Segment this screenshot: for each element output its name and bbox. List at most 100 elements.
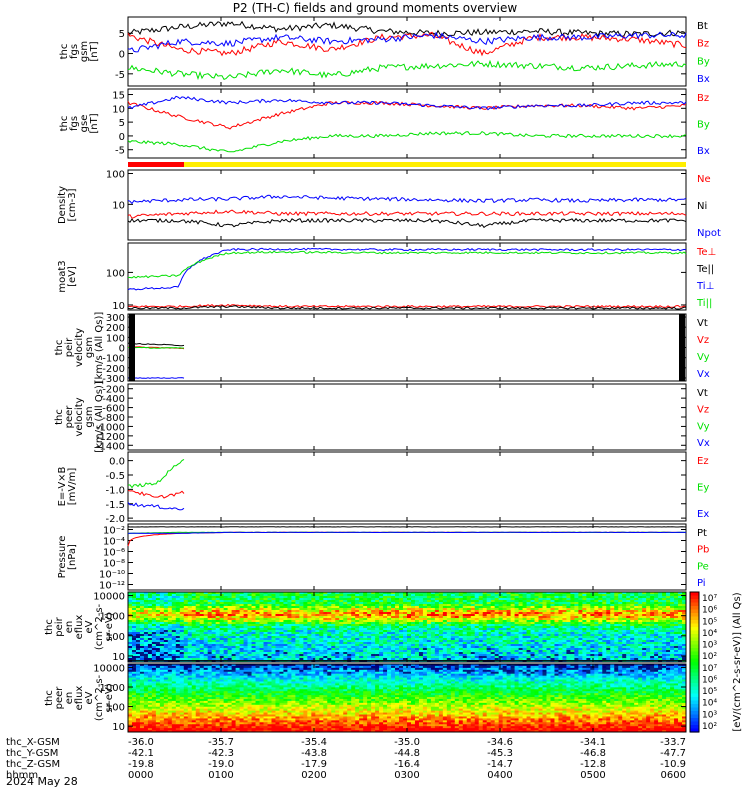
colorbar-swatch (690, 700, 699, 705)
ytick-label: 10000 (93, 592, 125, 603)
ylabel-line: thc (59, 116, 70, 132)
colorbar-swatch (690, 679, 699, 684)
colorbar-swatch (690, 595, 699, 600)
xaxis-value: -34.6 (487, 737, 513, 748)
colorbar-tick-label: 10⁷ (702, 664, 717, 674)
ytick-label: 100 (106, 703, 125, 714)
ytick-label: 1000 (100, 683, 125, 694)
date-label: 2024 May 28 (6, 775, 78, 788)
nodata-block (679, 314, 685, 381)
ytick-label: -5 (115, 146, 125, 157)
panel-frame-7 (127, 523, 687, 591)
ylabel-line: [eV] (67, 266, 78, 287)
ylabel-line: eV (84, 620, 95, 633)
colorbar-tick-label: 10⁵ (702, 687, 717, 697)
legend-label: Pi (697, 578, 706, 589)
colorbar-swatch (690, 637, 699, 642)
colorbar-swatch (690, 627, 699, 632)
ytick-label: 0 (119, 132, 125, 143)
colorbar-swatch (690, 616, 699, 621)
panel-frame-2 (127, 169, 687, 241)
colorbar-swatch (690, 662, 699, 667)
xaxis-value: -35.4 (301, 737, 327, 748)
ytick-label: -1.5 (105, 500, 125, 511)
colorbar-swatch (690, 634, 699, 639)
xaxis-value: -42.3 (208, 748, 234, 759)
xaxis-row-label: hhmm (6, 770, 38, 781)
legend-label: Te|| (696, 264, 714, 275)
ytick-label: -1000 (96, 422, 125, 433)
ylabel-line: thc (54, 340, 65, 356)
series-line-vy (127, 346, 185, 349)
page-title: P2 (TH-C) fields and ground moments over… (232, 1, 518, 15)
colorbar-swatch (690, 648, 699, 653)
ylabel-line: (cm^2-s- (94, 603, 105, 650)
legend-label: Vt (697, 388, 708, 399)
xaxis-value: -14.7 (487, 759, 513, 770)
ylabel-line: peer (54, 686, 65, 710)
legend-label: By (697, 120, 710, 131)
colorbar-swatch (690, 721, 699, 726)
ylabel-line: [mV/m] (67, 468, 78, 506)
ylabel-line: Pressure (57, 536, 68, 579)
ytick-label: -400 (102, 394, 125, 405)
ytick-label: 10 (112, 652, 125, 663)
series-line-bz (127, 31, 687, 57)
ylabel-line: velocity (74, 397, 85, 436)
colorbar-swatch (690, 707, 699, 712)
panel-frame-4 (127, 313, 687, 382)
ylabel-line: [nT] (89, 41, 100, 61)
series-line-pb (127, 531, 686, 547)
series-line-npot (127, 194, 687, 205)
ytick-label: 200 (106, 323, 125, 334)
series-line-ni (127, 217, 687, 229)
xaxis-value: 0300 (394, 770, 419, 781)
colorbar-swatch (690, 672, 699, 677)
colorbar-swatch (690, 686, 699, 691)
colorbar-tick-label: 10² (702, 722, 717, 732)
ylabel-line: thc (54, 409, 65, 425)
legend-label: Ni (697, 201, 707, 212)
colorbar-swatch (690, 620, 699, 625)
ytick-label: 10⁻¹² (99, 581, 125, 592)
ylabel-line: moat3 (57, 260, 68, 292)
mode-bar-slow (128, 162, 184, 167)
colorbar-swatch (690, 693, 699, 698)
ylabel-line: gsm (84, 406, 95, 427)
ylabel-line: eflux (74, 615, 85, 640)
ylabel-line: gse (79, 115, 90, 133)
ytick-label: 5 (119, 29, 125, 40)
ylabel-line: [km/s (All Qs)] (94, 381, 105, 453)
legend-label: Bx (697, 74, 710, 85)
colorbar-swatch (690, 613, 699, 618)
ylabel-line: [nPa] (67, 544, 78, 570)
xaxis-row-label: thc_X-GSM (6, 737, 60, 748)
legend-label: Vt (697, 318, 708, 329)
legend-label: Vy (697, 421, 710, 432)
legend-label: Ti⊥ (696, 281, 714, 292)
ylabel-line: [nT] (89, 113, 100, 133)
legend-label: Vx (697, 438, 710, 449)
panel-frame-6 (127, 451, 687, 522)
panel-frame-0 (127, 16, 687, 87)
legend-label: Vz (697, 335, 709, 346)
ylabel-line: velocity (74, 328, 85, 367)
legend-label: Npot (697, 228, 721, 239)
colorbar-swatch (690, 704, 699, 709)
colorbar-swatch (690, 690, 699, 695)
series-line-by (127, 130, 687, 153)
ytick-label: 10 (112, 104, 125, 115)
legend-label: Vy (697, 352, 710, 363)
panel-frame-5 (127, 383, 687, 451)
ylabel-line: peer (64, 405, 75, 429)
ytick-label: -0.5 (105, 471, 125, 482)
ytick-label: 10⁻⁸ (103, 559, 125, 570)
xaxis-value: -10.9 (660, 759, 686, 770)
ytick-label: 10 (112, 722, 125, 733)
legend-label: Bz (697, 39, 709, 50)
legend-label: Ez (697, 456, 709, 467)
xaxis-row-label: thc_Z-GSM (6, 759, 60, 770)
xaxis-value: -16.4 (394, 759, 420, 770)
xaxis-value: -45.3 (487, 748, 513, 759)
colorbar-swatch (690, 609, 699, 614)
